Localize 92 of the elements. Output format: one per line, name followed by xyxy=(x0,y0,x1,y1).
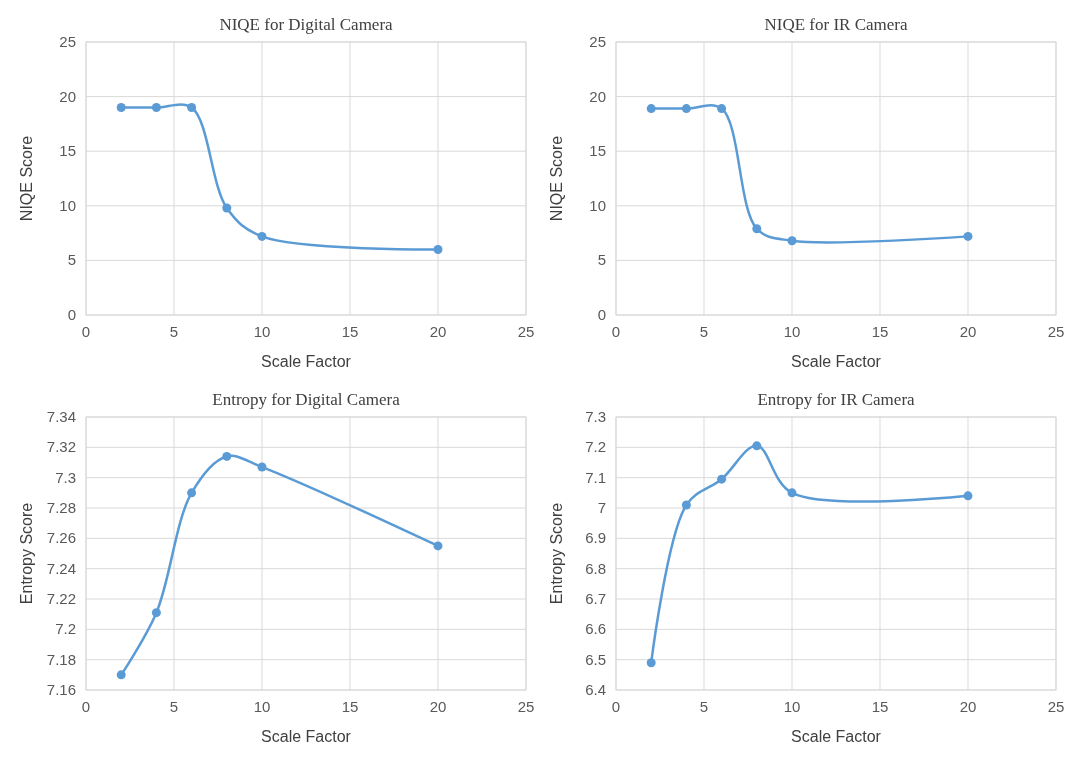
x-tick-label: 25 xyxy=(1047,698,1065,715)
y-axis-title: NIQE Score xyxy=(18,135,35,222)
x-tick-label: 20 xyxy=(959,323,977,340)
chart-title: Entropy for Digital Camera xyxy=(212,390,401,409)
y-axis-title: NIQE Score xyxy=(548,135,565,222)
y-tick-label: 6.5 xyxy=(585,650,606,668)
point xyxy=(187,103,197,113)
chart-title: NIQE for IR Camera xyxy=(764,15,908,34)
y-tick-label: 6.6 xyxy=(585,620,606,638)
x-axis-title: Scale Factor xyxy=(261,353,352,370)
point xyxy=(963,231,973,241)
y-axis-title: Entropy Score xyxy=(18,502,35,605)
point xyxy=(963,491,973,501)
y-tick-label: 7.2 xyxy=(55,620,76,638)
x-tick-label: 5 xyxy=(169,698,179,715)
y-tick-label: 7.34 xyxy=(46,408,76,425)
y-tick-label: 7.26 xyxy=(46,529,76,547)
y-tick-label: 6.9 xyxy=(585,529,606,547)
chart-title: NIQE for Digital Camera xyxy=(219,15,394,34)
y-tick-label: 0 xyxy=(597,306,606,323)
y-tick-label: 7.18 xyxy=(46,650,76,668)
point xyxy=(717,104,727,114)
y-tick-label: 7.1 xyxy=(585,468,606,486)
y-tick-label: 25 xyxy=(589,33,606,50)
y-tick-label: 6.7 xyxy=(585,590,606,607)
y-tick-label: 15 xyxy=(589,142,606,160)
x-tick-label: 15 xyxy=(871,698,889,715)
y-tick-label: 7.22 xyxy=(46,590,76,607)
y-tick-label: 7.28 xyxy=(46,499,76,516)
y-tick-label: 5 xyxy=(597,251,606,269)
point xyxy=(222,203,232,213)
x-tick-label: 10 xyxy=(253,698,271,715)
point xyxy=(752,441,762,451)
point xyxy=(433,244,443,254)
y-tick-label: 7.32 xyxy=(46,438,76,456)
point xyxy=(151,103,161,113)
y-tick-label: 7.2 xyxy=(585,438,606,456)
point xyxy=(257,462,267,472)
y-tick-label: 7 xyxy=(597,499,606,516)
x-tick-label: 10 xyxy=(783,698,801,715)
y-tick-label: 6.4 xyxy=(585,681,606,698)
point xyxy=(433,541,443,551)
y-tick-label: 10 xyxy=(589,196,606,214)
y-tick-label: 7.3 xyxy=(55,468,76,486)
x-tick-label: 0 xyxy=(611,698,621,715)
x-axis-title: Scale Factor xyxy=(791,728,882,745)
x-tick-label: 15 xyxy=(871,323,889,340)
y-tick-label: 0 xyxy=(67,306,76,323)
x-tick-label: 25 xyxy=(1047,323,1065,340)
x-tick-label: 20 xyxy=(429,323,447,340)
chart-title: Entropy for IR Camera xyxy=(757,390,916,409)
y-tick-label: 15 xyxy=(59,142,76,160)
y-axis-title: Entropy Score xyxy=(548,502,565,605)
point xyxy=(187,488,197,498)
y-tick-label: 20 xyxy=(59,87,76,105)
x-tick-label: 25 xyxy=(517,323,535,340)
x-tick-label: 20 xyxy=(429,698,447,715)
x-tick-label: 20 xyxy=(959,698,977,715)
point xyxy=(222,451,232,461)
x-tick-label: 15 xyxy=(341,698,359,715)
point xyxy=(116,103,126,113)
y-tick-label: 7.3 xyxy=(585,408,606,425)
x-tick-label: 25 xyxy=(517,698,535,715)
y-tick-label: 5 xyxy=(67,251,76,269)
x-tick-label: 5 xyxy=(699,323,709,340)
x-tick-label: 5 xyxy=(699,698,709,715)
point xyxy=(151,608,161,618)
x-tick-label: 0 xyxy=(81,698,91,715)
point xyxy=(646,104,656,114)
x-tick-label: 0 xyxy=(611,323,621,340)
point xyxy=(681,500,691,510)
point xyxy=(116,670,126,680)
x-tick-label: 5 xyxy=(169,323,179,340)
point xyxy=(787,488,797,498)
x-tick-label: 10 xyxy=(253,323,271,340)
y-tick-label: 7.16 xyxy=(46,681,76,698)
x-axis-title: Scale Factor xyxy=(261,728,352,745)
point xyxy=(257,231,267,241)
x-tick-label: 0 xyxy=(81,323,91,340)
x-axis-title: Scale Factor xyxy=(791,353,882,370)
point xyxy=(752,224,762,234)
y-tick-label: 7.24 xyxy=(46,559,76,577)
y-tick-label: 25 xyxy=(59,33,76,50)
x-tick-label: 10 xyxy=(783,323,801,340)
y-tick-label: 10 xyxy=(59,196,76,214)
y-tick-label: 6.8 xyxy=(585,559,606,577)
point xyxy=(787,236,797,246)
y-tick-label: 20 xyxy=(589,87,606,105)
x-tick-label: 15 xyxy=(341,323,359,340)
point xyxy=(681,104,691,114)
point xyxy=(646,658,656,668)
point xyxy=(717,474,727,484)
